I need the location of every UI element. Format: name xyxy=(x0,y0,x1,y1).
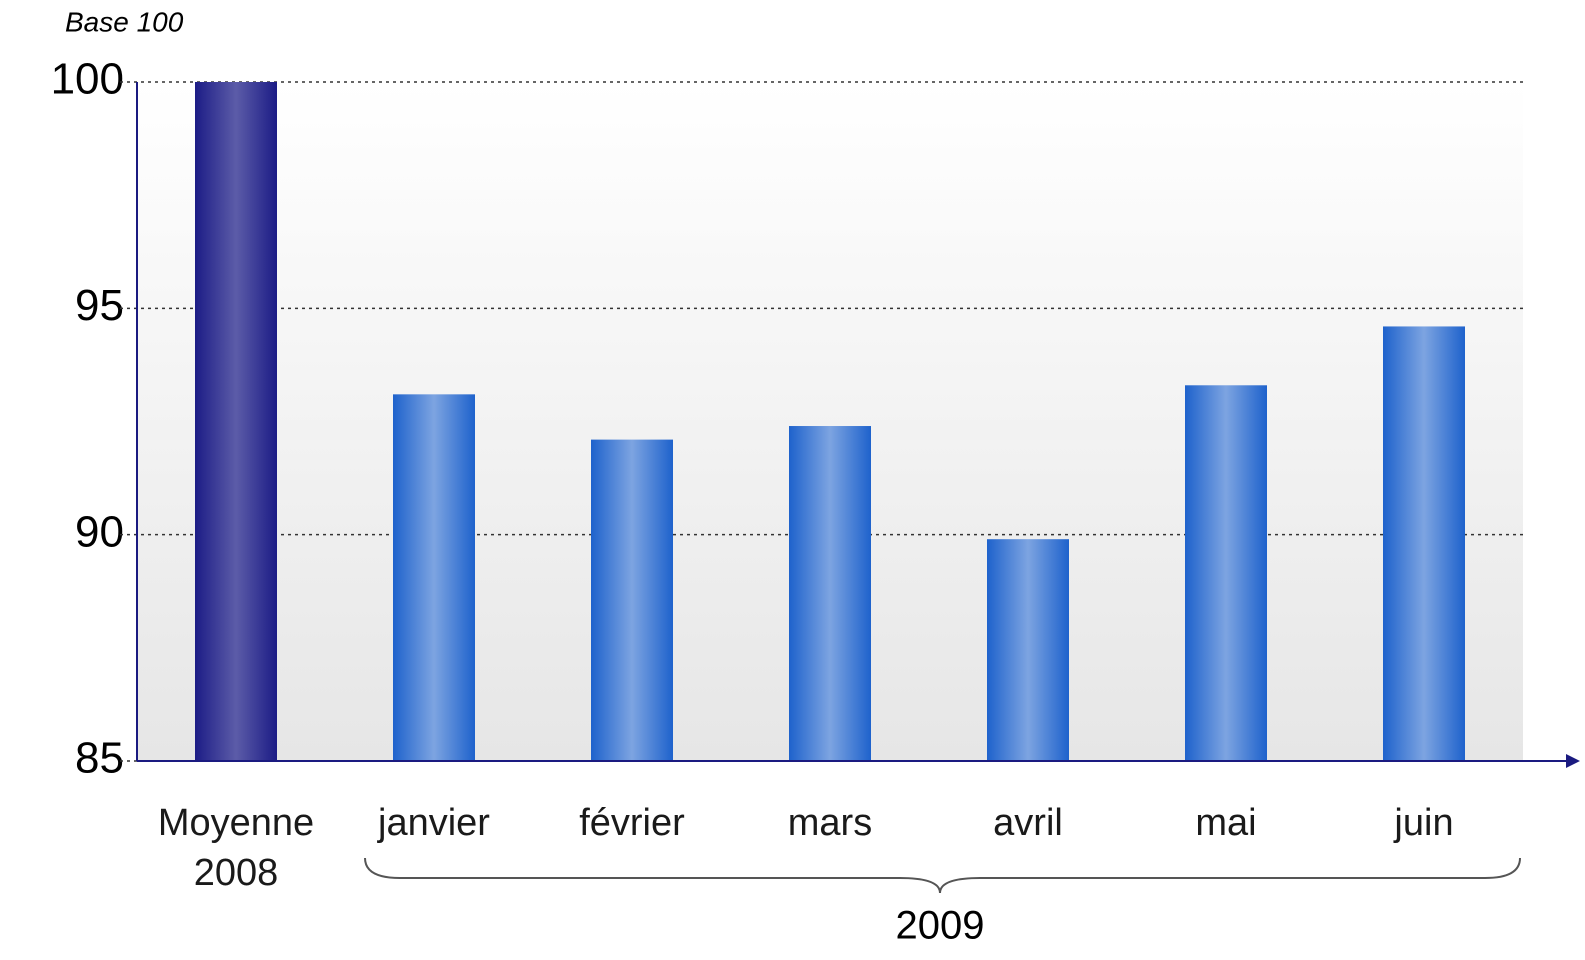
y-tick-label: 85 xyxy=(75,734,124,783)
bar xyxy=(987,539,1069,761)
axis-arrow xyxy=(1566,754,1580,768)
x-tick-label: mars xyxy=(787,802,873,844)
bar xyxy=(195,82,277,761)
x-tick-label: mai xyxy=(1195,802,1257,844)
x-tick-label: avril xyxy=(993,802,1063,844)
x-tick-label: Moyenne 2008 xyxy=(157,802,315,894)
bar xyxy=(393,394,475,761)
bar xyxy=(1185,385,1267,761)
bar xyxy=(591,439,673,761)
x-tick-label: juin xyxy=(1394,802,1454,844)
y-tick-label: 90 xyxy=(75,507,124,556)
y-tick-label: 100 xyxy=(51,55,124,104)
bar xyxy=(1383,326,1465,761)
unit-note: Base 100 xyxy=(65,6,184,37)
y-tick-label: 95 xyxy=(75,281,124,330)
brace xyxy=(364,857,1521,894)
x-tick-label: janvier xyxy=(378,802,490,844)
group-label: 2009 xyxy=(896,904,985,948)
bar xyxy=(789,426,871,761)
x-tick-label: février xyxy=(579,802,685,844)
